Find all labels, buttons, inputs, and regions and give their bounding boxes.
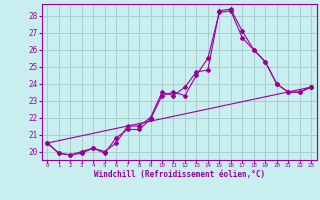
X-axis label: Windchill (Refroidissement éolien,°C): Windchill (Refroidissement éolien,°C) [94, 170, 265, 179]
